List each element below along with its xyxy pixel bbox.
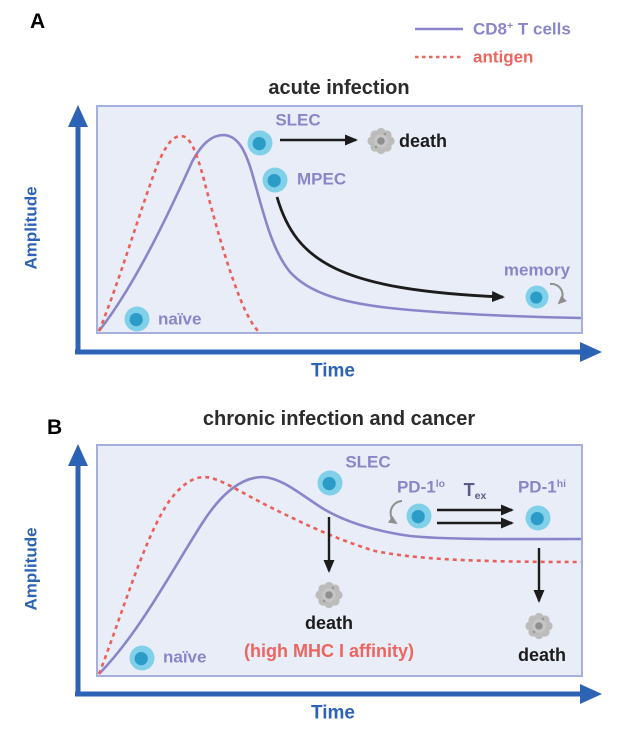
mpec-to-memory-arrow [275, 196, 505, 303]
naive-label-b: naïve [163, 647, 207, 667]
pd1lo-self-renewal-arrow-icon [387, 500, 403, 525]
panel-letter-a: A [30, 10, 46, 33]
legend-cd8-suffix: T cells [513, 19, 571, 39]
death-label-a: death [399, 131, 448, 151]
x-axis-arrowhead-a [580, 342, 602, 362]
pd1lo-cell-icon [406, 503, 432, 529]
slec-cell-icon-b [317, 470, 343, 496]
legend-antigen-label: antigen [473, 47, 534, 67]
legend-cd8-base: CD8 [473, 19, 508, 39]
slec-cell-icon-a [247, 130, 273, 156]
pd1lo-sup: lo [435, 478, 446, 490]
tex-sub: ex [474, 489, 487, 502]
pd1hi-sup: hi [556, 478, 567, 490]
legend-cd8-sup: + [507, 20, 514, 32]
pd1hi-cell-icon [525, 505, 551, 531]
tex-base: T [463, 479, 475, 500]
pd1lo-base: PD-1 [396, 477, 436, 497]
high-mhc-affinity-note: (high MHC I affinity) [244, 641, 414, 661]
slec-label-a: SLEC [275, 110, 321, 130]
mpec-cell-icon-a [262, 167, 288, 193]
x-axis-label-a: Time [310, 360, 356, 382]
cd8-curve-b [98, 475, 582, 675]
antigen-curve-a [97, 134, 260, 333]
pd1hi-base: PD-1 [517, 477, 557, 497]
death-label-b-tex: death [517, 645, 567, 665]
panel-b-title: chronic infection and cancer [202, 408, 476, 430]
pd1lo-label: PD-1lo [397, 479, 445, 496]
y-axis-label-a: Amplitude [21, 186, 41, 270]
naive-label-a: naïve [158, 309, 202, 329]
x-axis-arrowhead-b [580, 684, 602, 704]
mpec-label-a: MPEC [297, 169, 347, 189]
tex-label: Tex [464, 481, 487, 502]
slec-label-b: SLEC [345, 452, 391, 472]
naive-cell-icon-b [129, 645, 155, 671]
cd8-curve-a [97, 133, 582, 332]
pd1hi-label: PD-1hi [518, 479, 566, 496]
naive-cell-icon-a [124, 306, 150, 332]
memory-label-a: memory [503, 260, 571, 280]
panel-letter-b: B [47, 416, 63, 439]
y-axis-arrowhead-b [68, 444, 88, 466]
antigen-curve-b [97, 475, 582, 675]
y-axis-label-b: Amplitude [21, 527, 41, 611]
memory-self-renewal-arrow-icon [549, 282, 567, 305]
x-axis-label-b: Time [310, 702, 356, 724]
y-axis-arrowhead-a [68, 105, 88, 127]
panel-a-title: acute infection [268, 77, 410, 99]
memory-cell-icon-a [525, 285, 549, 309]
legend-cd8-label: CD8+ T cells [473, 21, 571, 38]
death-label-b-slec: death [304, 613, 354, 633]
